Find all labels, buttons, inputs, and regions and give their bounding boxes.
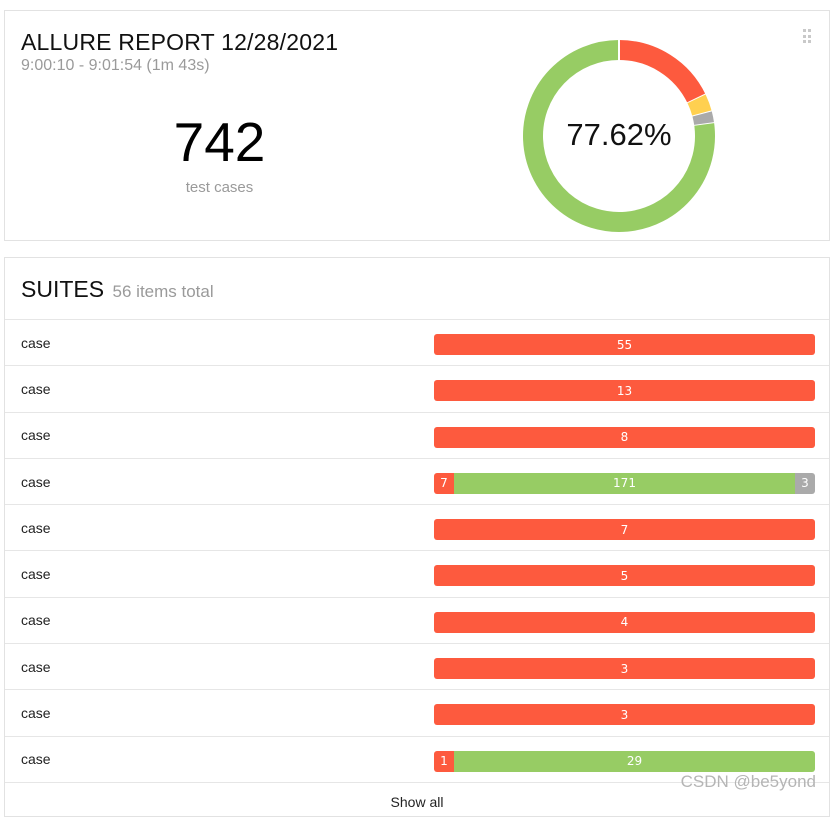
suite-status-bar[interactable]: 55 bbox=[434, 334, 815, 355]
suite-name: case bbox=[21, 427, 51, 444]
test-case-count-label: test cases bbox=[185, 179, 254, 196]
status-segment-failed[interactable]: 7 bbox=[434, 472, 454, 494]
status-segment-failed[interactable]: 4 bbox=[434, 611, 815, 633]
report-title: ALLURE REPORT 12/28/2021 bbox=[21, 29, 339, 55]
suite-row[interactable]: case 4 bbox=[5, 598, 829, 645]
status-segment-failed[interactable]: 8 bbox=[434, 426, 815, 448]
suites-header: SUITES 56 items total bbox=[21, 276, 214, 303]
suite-name: case bbox=[21, 612, 51, 629]
suite-name: case bbox=[21, 566, 51, 583]
donut-slice-failed[interactable] bbox=[618, 40, 706, 104]
suites-title: SUITES bbox=[21, 276, 105, 302]
status-segment-failed[interactable]: 7 bbox=[434, 519, 815, 541]
suite-name: case bbox=[21, 705, 51, 722]
suite-name: case bbox=[21, 658, 51, 675]
suite-name: case bbox=[21, 334, 51, 351]
suite-row[interactable]: case 1 29 bbox=[5, 737, 829, 783]
suite-status-bar[interactable]: 1 29 bbox=[434, 750, 815, 772]
status-segment-passed[interactable]: 171 bbox=[454, 472, 795, 494]
suite-row[interactable]: case 3 bbox=[5, 644, 829, 691]
suites-list: case 55 case 13 case 8 case 7 171 3 case 7 case 5 case… bbox=[5, 319, 829, 783]
suite-row[interactable]: case 5 bbox=[5, 551, 829, 598]
donut-slice-broken[interactable] bbox=[687, 94, 712, 117]
suite-row[interactable]: case 13 bbox=[5, 366, 829, 413]
status-donut-chart[interactable] bbox=[519, 36, 719, 236]
suites-item-count: 56 items total bbox=[112, 282, 214, 301]
suite-status-bar[interactable]: 7 bbox=[434, 519, 815, 541]
suite-row[interactable]: case 8 bbox=[5, 413, 829, 459]
suite-row[interactable]: case 7 171 3 bbox=[5, 459, 829, 506]
suite-name: case bbox=[21, 519, 51, 536]
status-segment-skipped[interactable]: 3 bbox=[795, 472, 815, 494]
status-segment-failed[interactable]: 13 bbox=[434, 380, 815, 402]
watermark: CSDN @be5yond bbox=[680, 772, 816, 791]
suites-widget: SUITES 56 items total case 55 case 13 case 8 c… bbox=[4, 257, 830, 817]
suite-status-bar[interactable]: 7 171 3 bbox=[434, 472, 815, 494]
suite-status-bar[interactable]: 5 bbox=[434, 565, 815, 587]
suite-name: case bbox=[21, 473, 51, 490]
status-segment-passed[interactable]: 29 bbox=[454, 750, 815, 772]
suite-row[interactable]: case 55 bbox=[5, 320, 829, 367]
success-rate: 77.62% bbox=[566, 117, 672, 152]
suite-row[interactable]: case 7 bbox=[5, 505, 829, 552]
suite-status-bar[interactable]: 8 bbox=[434, 426, 815, 448]
show-all-link[interactable]: Show all bbox=[390, 794, 444, 810]
summary-widget: ALLURE REPORT 12/28/2021 9:00:10 - 9:01:… bbox=[4, 10, 830, 241]
suite-name: case bbox=[21, 380, 51, 397]
status-segment-failed[interactable]: 1 bbox=[434, 750, 454, 772]
donut-slice-passed[interactable] bbox=[523, 40, 715, 232]
suite-row[interactable]: case 3 bbox=[5, 690, 829, 737]
suite-status-bar[interactable]: 3 bbox=[434, 704, 815, 726]
suite-name: case bbox=[21, 751, 51, 768]
test-case-count: 742 bbox=[173, 111, 266, 173]
drag-handle-icon[interactable] bbox=[803, 29, 811, 44]
suite-status-bar[interactable]: 13 bbox=[434, 380, 815, 402]
suite-status-bar[interactable]: 3 bbox=[434, 658, 815, 680]
status-segment-failed[interactable]: 55 bbox=[434, 334, 815, 355]
status-segment-failed[interactable]: 3 bbox=[434, 658, 815, 680]
report-time-range: 9:00:10 - 9:01:54 (1m 43s) bbox=[21, 57, 210, 74]
status-segment-failed[interactable]: 3 bbox=[434, 704, 815, 726]
suite-status-bar[interactable]: 4 bbox=[434, 611, 815, 633]
status-segment-failed[interactable]: 5 bbox=[434, 565, 815, 587]
